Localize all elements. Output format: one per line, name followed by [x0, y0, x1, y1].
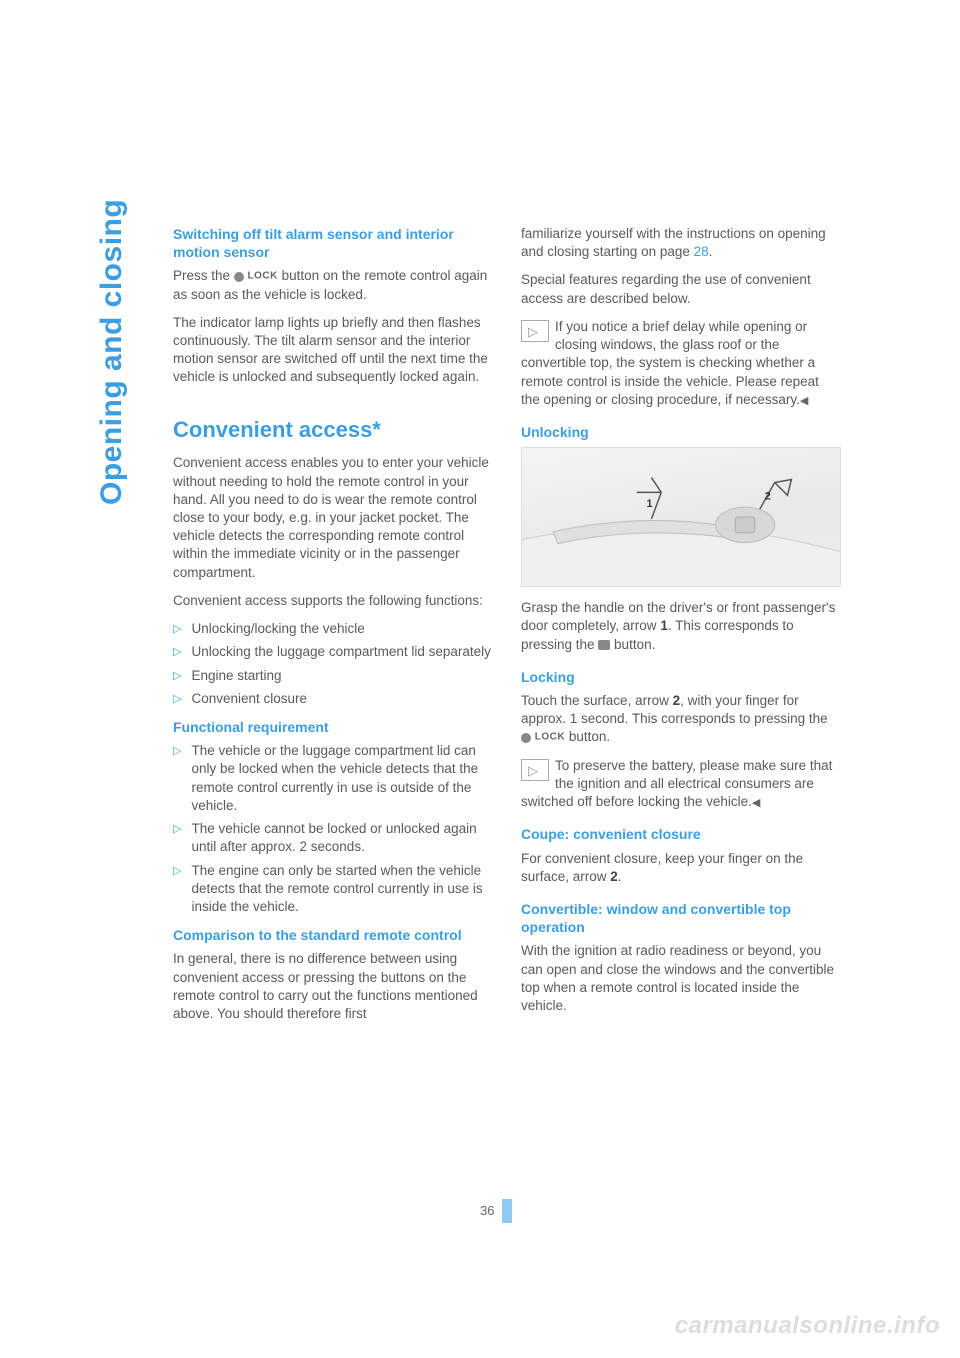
- heading-locking: Locking: [521, 668, 841, 686]
- note-text: If you notice a brief delay while openin…: [521, 319, 819, 407]
- list-item: ▷The vehicle or the luggage compartment …: [173, 742, 493, 815]
- heading-unlocking: Unlocking: [521, 423, 841, 441]
- heading-coupe: Coupe: convenient closure: [521, 825, 841, 843]
- watermark: carmanualsonline.info: [675, 1312, 940, 1340]
- para-special: Special features regarding the use of co…: [521, 271, 841, 307]
- note-text: To preserve the battery, please make sur…: [521, 758, 832, 809]
- section-side-title: Opening and closing: [95, 199, 129, 505]
- triangle-bullet-icon: ▷: [173, 822, 181, 856]
- end-marker-icon: ◀: [752, 797, 760, 809]
- text-fragment: familiarize yourself with the instructio…: [521, 226, 826, 259]
- heading-convenient-access: Convenient access*: [173, 415, 493, 445]
- list-item: ▷ The vehicle cannot be locked or unlocke…: [173, 820, 493, 856]
- page-number: 36: [480, 1203, 494, 1218]
- page-marker: [502, 1199, 512, 1223]
- triangle-bullet-icon: ▷: [173, 864, 181, 917]
- list-item: ▷ Engine starting: [173, 667, 493, 685]
- page-link[interactable]: 28: [694, 244, 709, 259]
- note-delay: If you notice a brief delay while openin…: [521, 318, 841, 409]
- list-text: Convenient closure: [191, 690, 493, 708]
- lock-button-icon: [521, 733, 531, 743]
- note-icon: [521, 320, 549, 342]
- list-requirements: ▷The vehicle or the luggage compartment …: [173, 742, 493, 916]
- text-fragment: For convenient closure, keep your finger…: [521, 851, 803, 884]
- para-convenient-2: Convenient access supports the following…: [173, 592, 493, 610]
- list-functions: ▷ Unlocking/locking the vehicle ▷ Unlockin…: [173, 620, 493, 708]
- door-handle-illustration: 1 2: [522, 448, 840, 586]
- list-text: Unlocking the luggage compartment lid se…: [191, 643, 493, 661]
- list-text: Unlocking/locking the vehicle: [191, 620, 493, 638]
- text-fragment: Touch the surface, arrow: [521, 693, 673, 708]
- para-familiarize: familiarize yourself with the instructio…: [521, 225, 841, 261]
- end-marker-icon: ◀: [800, 395, 808, 407]
- lock-button-label: LOCK: [535, 732, 565, 743]
- triangle-bullet-icon: ▷: [173, 645, 181, 661]
- arrow-ref: 1: [660, 618, 668, 633]
- para-convenient-1: Convenient access enables you to enter y…: [173, 454, 493, 582]
- para-indicator: The indicator lamp lights up briefly and…: [173, 314, 493, 387]
- arrow-ref: 2: [610, 869, 618, 884]
- para-convertible: With the ignition at radio readiness or …: [521, 942, 841, 1015]
- content-area: Switching off tilt alarm sensor and inte…: [173, 225, 843, 1033]
- triangle-bullet-icon: ▷: [173, 622, 181, 638]
- figure-door-handle: 1 2: [521, 447, 841, 587]
- text-fragment: button.: [610, 637, 655, 652]
- text-fragment: button.: [565, 729, 610, 744]
- svg-text:1: 1: [647, 498, 653, 510]
- text-fragment: .: [709, 244, 713, 259]
- heading-functional-req: Functional requirement: [173, 718, 493, 736]
- para-touch: Touch the surface, arrow 2, with your fi…: [521, 692, 841, 747]
- para-coupe: For convenient closure, keep your finger…: [521, 850, 841, 886]
- list-item: ▷ Unlocking/locking the vehicle: [173, 620, 493, 638]
- arrow-ref: 2: [673, 693, 681, 708]
- list-text: The vehicle or the luggage compartment l…: [191, 742, 493, 815]
- list-item: ▷ Convenient closure: [173, 690, 493, 708]
- triangle-bullet-icon: ▷: [173, 692, 181, 708]
- svg-text:2: 2: [765, 490, 771, 502]
- column-right: familiarize yourself with the instructio…: [521, 225, 841, 1033]
- heading-convertible: Convertible: window and convertible top …: [521, 900, 841, 936]
- column-left: Switching off tilt alarm sensor and inte…: [173, 225, 493, 1033]
- list-text: Engine starting: [191, 667, 493, 685]
- text-fragment: .: [618, 869, 622, 884]
- list-text: The vehicle cannot be locked or unlocked…: [191, 820, 493, 856]
- heading-tilt-sensor: Switching off tilt alarm sensor and inte…: [173, 225, 493, 261]
- unlock-button-icon: [598, 640, 610, 650]
- para-comparison: In general, there is no difference betwe…: [173, 950, 493, 1023]
- para-grasp: Grasp the handle on the driver's or fron…: [521, 599, 841, 654]
- list-text: The engine can only be started when the …: [191, 862, 493, 917]
- triangle-bullet-icon: ▷: [173, 744, 181, 815]
- note-battery: To preserve the battery, please make sur…: [521, 757, 841, 812]
- lock-button-icon: [234, 272, 244, 282]
- para-press-lock: Press the LOCK button on the remote cont…: [173, 267, 493, 303]
- triangle-bullet-icon: ▷: [173, 669, 181, 685]
- lock-button-label: LOCK: [248, 271, 278, 282]
- note-icon: [521, 759, 549, 781]
- text-fragment: Press the: [173, 268, 234, 283]
- list-item: ▷The engine can only be started when the…: [173, 862, 493, 917]
- heading-comparison: Comparison to the standard remote contro…: [173, 926, 493, 944]
- list-item: ▷ Unlocking the luggage compartment lid s…: [173, 643, 493, 661]
